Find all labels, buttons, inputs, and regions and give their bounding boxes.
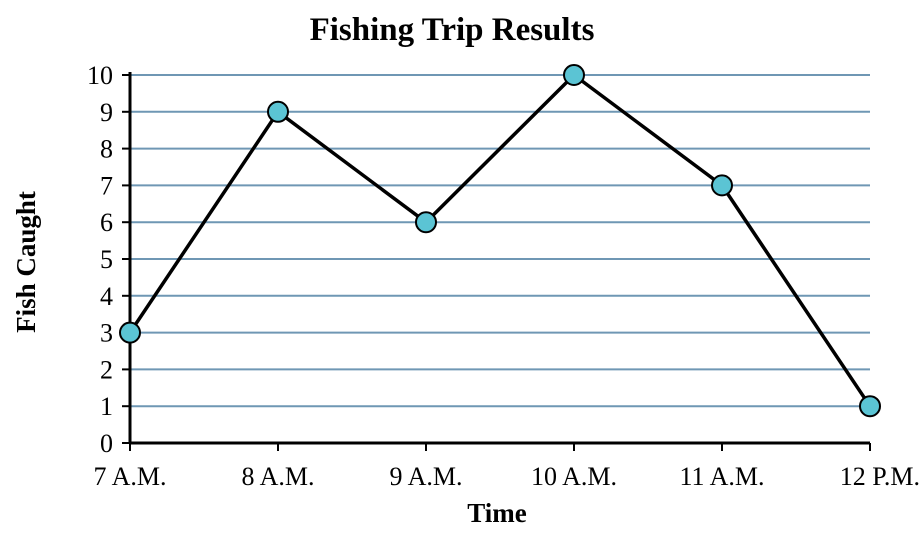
y-tick-labels: 0 1 2 3 4 5 6 7 8 9 10	[87, 61, 113, 458]
x-tick-label: 8 A.M.	[242, 462, 315, 491]
y-tick-label: 8	[100, 135, 113, 164]
data-point-marker	[563, 64, 585, 86]
series-group	[119, 64, 881, 418]
data-point-marker	[415, 211, 437, 234]
y-tick-label: 0	[100, 429, 113, 458]
series-line	[128, 73, 872, 408]
data-point-marker	[859, 395, 881, 418]
data-point-marker	[119, 321, 141, 344]
y-tick-label: 10	[87, 61, 113, 90]
x-axis-title: Time	[467, 498, 527, 528]
gridlines	[130, 74, 870, 408]
y-tick-label: 6	[100, 208, 113, 237]
y-tick-label: 3	[100, 319, 113, 348]
x-tick-label: 11 A.M.	[680, 462, 765, 491]
y-tick-label: 4	[100, 282, 113, 311]
x-tick-label: 10 A.M.	[531, 462, 617, 491]
y-tick-label: 7	[100, 171, 113, 200]
y-axis-title: Fish Caught	[11, 191, 41, 333]
x-tick-label: 12 P.M.	[840, 462, 920, 491]
axes	[122, 72, 871, 451]
y-tick-label: 5	[100, 245, 113, 274]
x-tick-label: 7 A.M.	[94, 462, 167, 491]
data-point-marker	[711, 174, 733, 197]
data-point-marker	[267, 100, 289, 123]
chart-title: Fishing Trip Results	[310, 12, 595, 48]
y-tick-label: 1	[100, 392, 113, 421]
y-tick-label: 2	[100, 355, 113, 384]
y-tick-label: 9	[100, 98, 113, 127]
x-tick-labels: 7 A.M. 8 A.M. 9 A.M. 10 A.M. 11 A.M. 12 P.M.	[94, 462, 920, 491]
x-tick-label: 9 A.M.	[390, 462, 463, 491]
